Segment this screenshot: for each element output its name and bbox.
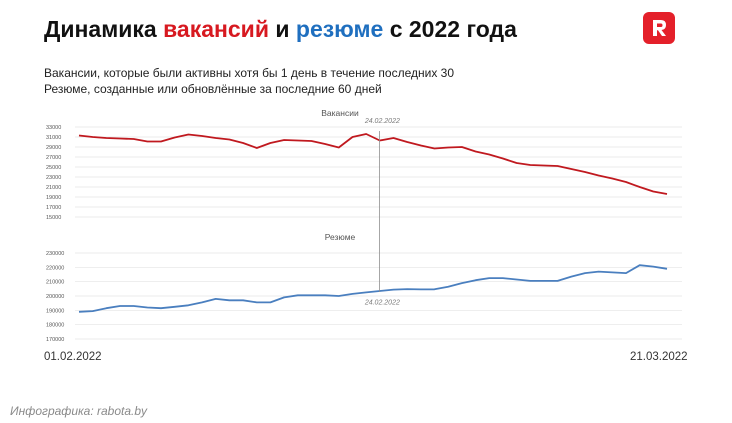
subtitle-line-resumes: Резюме, созданные или обновлённые за пос…: [44, 82, 382, 96]
resumes-event-annotation: 24.02.2022: [364, 299, 400, 306]
resumes-tick-label: 220000: [46, 265, 64, 271]
vacancies-tick-label: 21000: [46, 185, 61, 191]
vacancies-tick-label: 29000: [46, 145, 61, 151]
resumes-tick-label: 170000: [46, 337, 64, 343]
title-text-vacancies: вакансий: [163, 16, 269, 42]
vacancies-event-annotation: 24.02.2022: [364, 118, 400, 125]
resumes-panel: Резюме 170000 180000 190000 200000 210000 2200…: [46, 232, 682, 343]
title-text-resumes: резюме: [295, 16, 384, 42]
vacancies-panel: Вакансии 15000 17000 19000 21000 23000 25000 27…: [46, 108, 682, 221]
resumes-tick-label: 180000: [46, 323, 64, 329]
infographic-card: Динамика вакансий и резюме с 2022 года В…: [44, 12, 688, 363]
vacancies-tick-label: 33000: [46, 125, 61, 131]
vacancies-series-line: [78, 133, 668, 195]
logo-letter-r-icon: [653, 20, 666, 36]
title-text-5: с 2022 года: [383, 16, 517, 42]
date-end: 21.03.2022: [630, 351, 688, 363]
subtitle-line-vacancies: Вакансии, которые были активны хотя бы 1…: [44, 66, 454, 80]
resumes-tick-label: 230000: [46, 251, 64, 257]
vacancies-tick-label: 19000: [46, 195, 61, 201]
vacancies-tick-label: 31000: [46, 135, 61, 141]
vacancies-panel-title: Вакансии: [321, 108, 359, 118]
vacancies-tick-label: 17000: [46, 205, 61, 211]
vacancies-tick-label: 25000: [46, 165, 61, 171]
resumes-panel-title: Резюме: [325, 232, 356, 242]
line-charts: Вакансии 15000 17000 19000 21000 23000 25000 27…: [46, 108, 682, 343]
title-text-1: Динамика: [44, 16, 164, 42]
resumes-tick-label: 200000: [46, 294, 64, 300]
resumes-series-line: [78, 264, 668, 313]
subtitle: Вакансии, которые были активны хотя бы 1…: [44, 65, 454, 97]
resumes-tick-label: 210000: [46, 280, 64, 286]
vacancies-tick-label: 23000: [46, 175, 61, 181]
credit-text: Инфографика: rabota.by: [10, 404, 148, 418]
resumes-tick-label: 190000: [46, 308, 64, 314]
page-title: Динамика вакансий и резюме с 2022 года: [44, 16, 517, 43]
vacancies-tick-label: 15000: [46, 215, 61, 221]
rabota-logo: [643, 12, 675, 44]
vacancies-tick-label: 27000: [46, 155, 61, 161]
title-text-3: и: [268, 16, 296, 42]
date-start: 01.02.2022: [44, 351, 102, 363]
